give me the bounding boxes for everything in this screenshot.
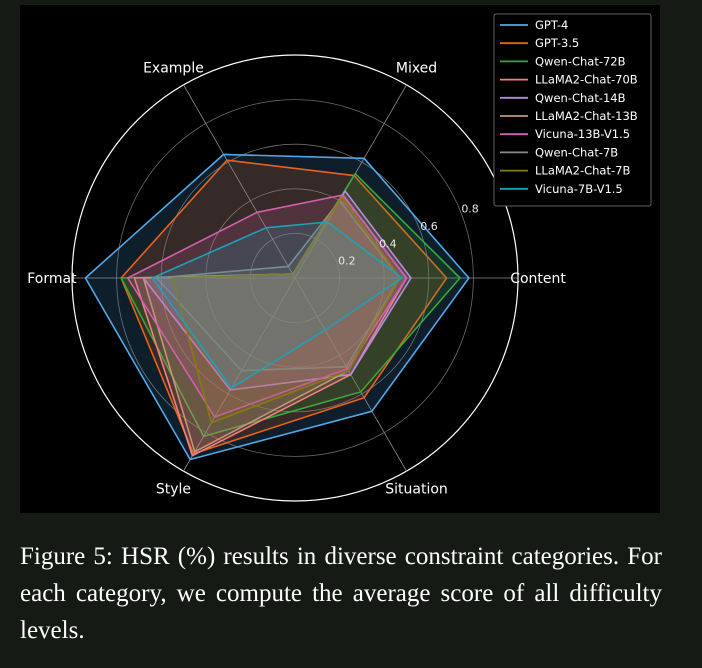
series-area	[84, 153, 470, 461]
radial-tick-labels: 0.2 0.4 0.6 0.8	[338, 203, 479, 268]
tick-label: 0.6	[420, 220, 438, 233]
tick-label: 0.4	[379, 237, 397, 250]
category-label: Content	[510, 271, 566, 287]
legend-label: LLaMA2-Chat-70B	[535, 73, 638, 87]
category-label: Style	[156, 482, 191, 498]
category-label: Example	[143, 60, 204, 76]
series-area	[120, 172, 461, 438]
tick-label: 0.2	[338, 255, 356, 268]
category-label: Situation	[385, 482, 448, 498]
legend-label: LLaMA2-Chat-7B	[535, 164, 630, 178]
figure-caption: Figure 5: HSR (%) results in diverse con…	[20, 543, 662, 644]
radar-chart-panel: 0.2 0.4 0.6 0.8 Content Situation Style Format…	[20, 5, 660, 513]
tick-label: 0.8	[461, 203, 479, 216]
legend-label: Vicuna-7B-V1.5	[535, 182, 623, 196]
legend-label: Qwen-Chat-72B	[535, 54, 626, 68]
legend-label: LLaMA2-Chat-13B	[535, 109, 638, 123]
category-label: Format	[27, 271, 77, 287]
spoke-line	[183, 84, 296, 279]
series-area	[151, 221, 403, 389]
radar-chart: 0.2 0.4 0.6 0.8 Content Situation Style Format…	[27, 13, 652, 502]
legend: GPT-4 GPT-3.5 Qwen-Chat-72B LLaMA2-Chat-70B…	[493, 13, 652, 207]
legend-label: GPT-4	[535, 18, 568, 32]
legend-label: Vicuna-13B-V1.5	[535, 127, 630, 141]
category-label: Mixed	[396, 60, 437, 76]
series-area	[127, 194, 408, 418]
legend-label: Qwen-Chat-7B	[535, 145, 618, 159]
legend-label: Qwen-Chat-14B	[535, 91, 626, 105]
legend-label: GPT-3.5	[535, 36, 579, 50]
spoke-line	[183, 277, 296, 472]
category-labels: Content Situation Style Format Example Mixed	[27, 60, 566, 497]
radar-series	[84, 153, 470, 461]
legend-box	[493, 13, 652, 207]
series-area	[171, 196, 401, 424]
